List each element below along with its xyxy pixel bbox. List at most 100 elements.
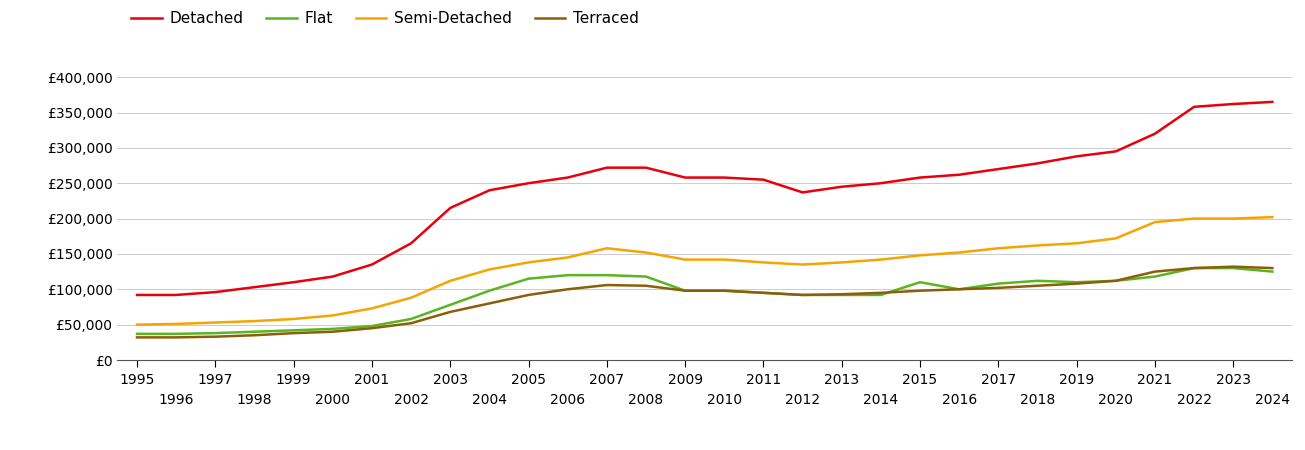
Detached — [990, 166, 1006, 172]
Terraced — [442, 309, 458, 315]
Detached — [442, 205, 458, 211]
Flat — [442, 302, 458, 307]
Terraced — [207, 334, 223, 339]
Legend: Detached, Flat, Semi-Detached, Terraced: Detached, Flat, Semi-Detached, Terraced — [125, 5, 645, 32]
Semi-Detached — [403, 295, 419, 301]
Semi-Detached — [1186, 216, 1202, 221]
Terraced — [364, 325, 380, 331]
Flat — [129, 331, 145, 337]
Flat — [207, 330, 223, 336]
Semi-Detached — [364, 306, 380, 311]
Flat — [1069, 279, 1084, 285]
Flat — [1108, 278, 1124, 284]
Detached — [364, 262, 380, 267]
Terraced — [795, 292, 810, 297]
Terraced — [912, 288, 928, 293]
Semi-Detached — [247, 319, 262, 324]
Detached — [1225, 101, 1241, 107]
Semi-Detached — [677, 257, 693, 262]
Flat — [951, 287, 967, 292]
Semi-Detached — [325, 313, 341, 318]
Terraced — [638, 283, 654, 288]
Terraced — [168, 335, 184, 340]
Detached — [1265, 99, 1280, 104]
Detached — [129, 292, 145, 297]
Detached — [1069, 153, 1084, 159]
Terraced — [599, 282, 615, 288]
Detached — [560, 175, 576, 180]
Semi-Detached — [168, 321, 184, 327]
Flat — [325, 326, 341, 332]
Semi-Detached — [756, 260, 771, 265]
Terraced — [247, 333, 262, 338]
Detached — [1186, 104, 1202, 109]
Detached — [403, 241, 419, 246]
Detached — [168, 292, 184, 297]
Terraced — [325, 329, 341, 334]
Line: Detached: Detached — [137, 102, 1272, 295]
Semi-Detached — [716, 257, 732, 262]
Semi-Detached — [873, 257, 889, 262]
Detached — [638, 165, 654, 171]
Semi-Detached — [482, 267, 497, 272]
Flat — [286, 328, 301, 333]
Semi-Detached — [834, 260, 850, 265]
Terraced — [1265, 266, 1280, 271]
Detached — [521, 180, 536, 186]
Flat — [1030, 278, 1045, 284]
Terraced — [129, 335, 145, 340]
Semi-Detached — [1147, 220, 1163, 225]
Terraced — [1147, 269, 1163, 274]
Semi-Detached — [521, 260, 536, 265]
Semi-Detached — [560, 255, 576, 260]
Line: Terraced: Terraced — [137, 267, 1272, 338]
Flat — [1147, 274, 1163, 279]
Terraced — [834, 292, 850, 297]
Terraced — [873, 290, 889, 296]
Detached — [482, 188, 497, 193]
Terraced — [677, 288, 693, 293]
Flat — [521, 276, 536, 281]
Terraced — [951, 287, 967, 292]
Flat — [168, 331, 184, 337]
Line: Flat: Flat — [137, 268, 1272, 334]
Terraced — [482, 301, 497, 306]
Flat — [873, 292, 889, 297]
Semi-Detached — [795, 262, 810, 267]
Flat — [677, 288, 693, 293]
Flat — [1265, 269, 1280, 274]
Semi-Detached — [1069, 241, 1084, 246]
Semi-Detached — [1265, 215, 1280, 220]
Terraced — [756, 290, 771, 296]
Semi-Detached — [1030, 243, 1045, 248]
Flat — [482, 288, 497, 293]
Flat — [912, 279, 928, 285]
Line: Semi-Detached: Semi-Detached — [137, 217, 1272, 324]
Flat — [247, 329, 262, 334]
Terraced — [560, 287, 576, 292]
Detached — [873, 180, 889, 186]
Semi-Detached — [912, 252, 928, 258]
Terraced — [521, 292, 536, 297]
Detached — [286, 279, 301, 285]
Flat — [756, 290, 771, 296]
Flat — [1225, 266, 1241, 271]
Terraced — [716, 288, 732, 293]
Flat — [599, 272, 615, 278]
Semi-Detached — [207, 320, 223, 325]
Flat — [364, 324, 380, 329]
Detached — [677, 175, 693, 180]
Flat — [716, 288, 732, 293]
Detached — [1147, 131, 1163, 136]
Terraced — [286, 330, 301, 336]
Terraced — [403, 320, 419, 326]
Flat — [834, 292, 850, 297]
Detached — [912, 175, 928, 180]
Flat — [795, 292, 810, 297]
Semi-Detached — [990, 246, 1006, 251]
Detached — [756, 177, 771, 182]
Detached — [716, 175, 732, 180]
Flat — [403, 316, 419, 322]
Detached — [795, 190, 810, 195]
Terraced — [990, 285, 1006, 291]
